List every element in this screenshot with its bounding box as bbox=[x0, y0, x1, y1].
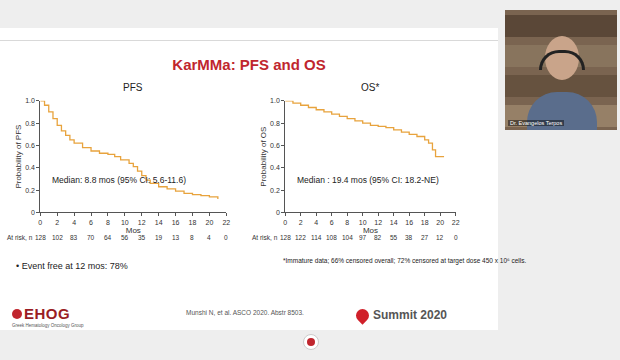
svg-text:Mos: Mos bbox=[126, 226, 141, 235]
svg-text:64: 64 bbox=[104, 234, 112, 241]
svg-text:0.2: 0.2 bbox=[25, 187, 35, 194]
svg-text:6: 6 bbox=[330, 219, 334, 226]
svg-text:0.8: 0.8 bbox=[270, 120, 280, 127]
svg-text:0.4: 0.4 bbox=[25, 164, 35, 171]
svg-text:14: 14 bbox=[390, 219, 398, 226]
svg-text:12: 12 bbox=[374, 219, 382, 226]
svg-text:4: 4 bbox=[72, 219, 76, 226]
svg-text:1.0: 1.0 bbox=[270, 97, 280, 104]
svg-text:0.2: 0.2 bbox=[270, 187, 280, 194]
svg-text:0.8: 0.8 bbox=[25, 120, 35, 127]
svg-text:0.4: 0.4 bbox=[270, 164, 280, 171]
svg-text:PFS: PFS bbox=[123, 82, 143, 93]
svg-text:13: 13 bbox=[172, 234, 180, 241]
svg-text:35: 35 bbox=[138, 234, 146, 241]
svg-text:10: 10 bbox=[121, 219, 129, 226]
html-text:*Immature data; 66% censored o: *Immature data; 66% censored overall; 72… bbox=[283, 257, 527, 264]
svg-text:27: 27 bbox=[421, 234, 429, 241]
svg-text:Median: 8.8 mos (95% CI: 5.6-1: Median: 8.8 mos (95% CI: 5.6-11.6) bbox=[52, 175, 186, 185]
svg-text:20: 20 bbox=[205, 219, 213, 226]
svg-text:38: 38 bbox=[405, 234, 413, 241]
svg-text:114: 114 bbox=[311, 234, 322, 241]
svg-text:2: 2 bbox=[55, 219, 59, 226]
svg-text:97: 97 bbox=[359, 234, 367, 241]
html-text:Summit 2020: Summit 2020 bbox=[373, 308, 447, 322]
svg-text:0: 0 bbox=[31, 209, 35, 216]
svg-text:Median : 19.4 mos (95% CI: 18.: Median : 19.4 mos (95% CI: 18.2-NE) bbox=[297, 175, 439, 185]
svg-text:1.0: 1.0 bbox=[25, 97, 35, 104]
svg-text:22: 22 bbox=[222, 219, 230, 226]
svg-text:102: 102 bbox=[52, 234, 63, 241]
svg-text:70: 70 bbox=[87, 234, 95, 241]
svg-text:0: 0 bbox=[38, 219, 42, 226]
svg-text:128: 128 bbox=[280, 234, 291, 241]
svg-text:0: 0 bbox=[224, 234, 228, 241]
svg-text:8: 8 bbox=[106, 219, 110, 226]
svg-text:0.6: 0.6 bbox=[270, 142, 280, 149]
svg-text:4: 4 bbox=[207, 234, 211, 241]
html-text:• Event free at 12 mos: 78%: • Event free at 12 mos: 78% bbox=[16, 261, 128, 271]
svg-text:20: 20 bbox=[436, 219, 444, 226]
svg-text:82: 82 bbox=[374, 234, 382, 241]
html-text:Greek Hematology Oncology Grou: Greek Hematology Oncology Group bbox=[12, 323, 84, 328]
svg-text:8: 8 bbox=[345, 219, 349, 226]
svg-text:0: 0 bbox=[454, 234, 458, 241]
svg-text:0: 0 bbox=[283, 219, 287, 226]
svg-text:0: 0 bbox=[276, 209, 280, 216]
svg-text:56: 56 bbox=[121, 234, 129, 241]
svg-text:Mos: Mos bbox=[363, 226, 378, 235]
svg-text:14: 14 bbox=[155, 219, 163, 226]
svg-text:2: 2 bbox=[299, 219, 303, 226]
svg-text:22: 22 bbox=[452, 219, 460, 226]
svg-text:16: 16 bbox=[405, 219, 413, 226]
html-text:KarMMa: PFS and OS: KarMMa: PFS and OS bbox=[172, 56, 326, 73]
svg-text:19: 19 bbox=[155, 234, 163, 241]
svg-text:12: 12 bbox=[138, 219, 146, 226]
html-text:Munshi N, et al. ASCO 2020. Ab: Munshi N, et al. ASCO 2020. Abstr 8503. bbox=[186, 309, 304, 316]
svg-text:OS*: OS* bbox=[361, 82, 379, 93]
svg-text:18: 18 bbox=[421, 219, 429, 226]
svg-text:4: 4 bbox=[314, 219, 318, 226]
html-text:Dr. Evangelos Terpos: Dr. Evangelos Terpos bbox=[510, 120, 563, 126]
svg-text:10: 10 bbox=[359, 219, 367, 226]
svg-text:At risk, n: At risk, n bbox=[7, 234, 33, 241]
html-text:EHOG: EHOG bbox=[24, 305, 71, 322]
svg-text:6: 6 bbox=[89, 219, 93, 226]
svg-text:128: 128 bbox=[35, 234, 46, 241]
svg-text:12: 12 bbox=[436, 234, 444, 241]
svg-text:104: 104 bbox=[342, 234, 353, 241]
svg-text:At risk, n: At risk, n bbox=[252, 234, 278, 241]
svg-text:18: 18 bbox=[189, 219, 197, 226]
svg-text:16: 16 bbox=[172, 219, 180, 226]
svg-text:55: 55 bbox=[390, 234, 398, 241]
svg-text:122: 122 bbox=[295, 234, 306, 241]
svg-text:Probability of PFS: Probability of PFS bbox=[14, 125, 23, 189]
svg-text:108: 108 bbox=[326, 234, 337, 241]
svg-text:Probability of OS: Probability of OS bbox=[259, 127, 268, 187]
svg-text:83: 83 bbox=[70, 234, 78, 241]
svg-text:0.6: 0.6 bbox=[25, 142, 35, 149]
svg-text:8: 8 bbox=[190, 234, 194, 241]
